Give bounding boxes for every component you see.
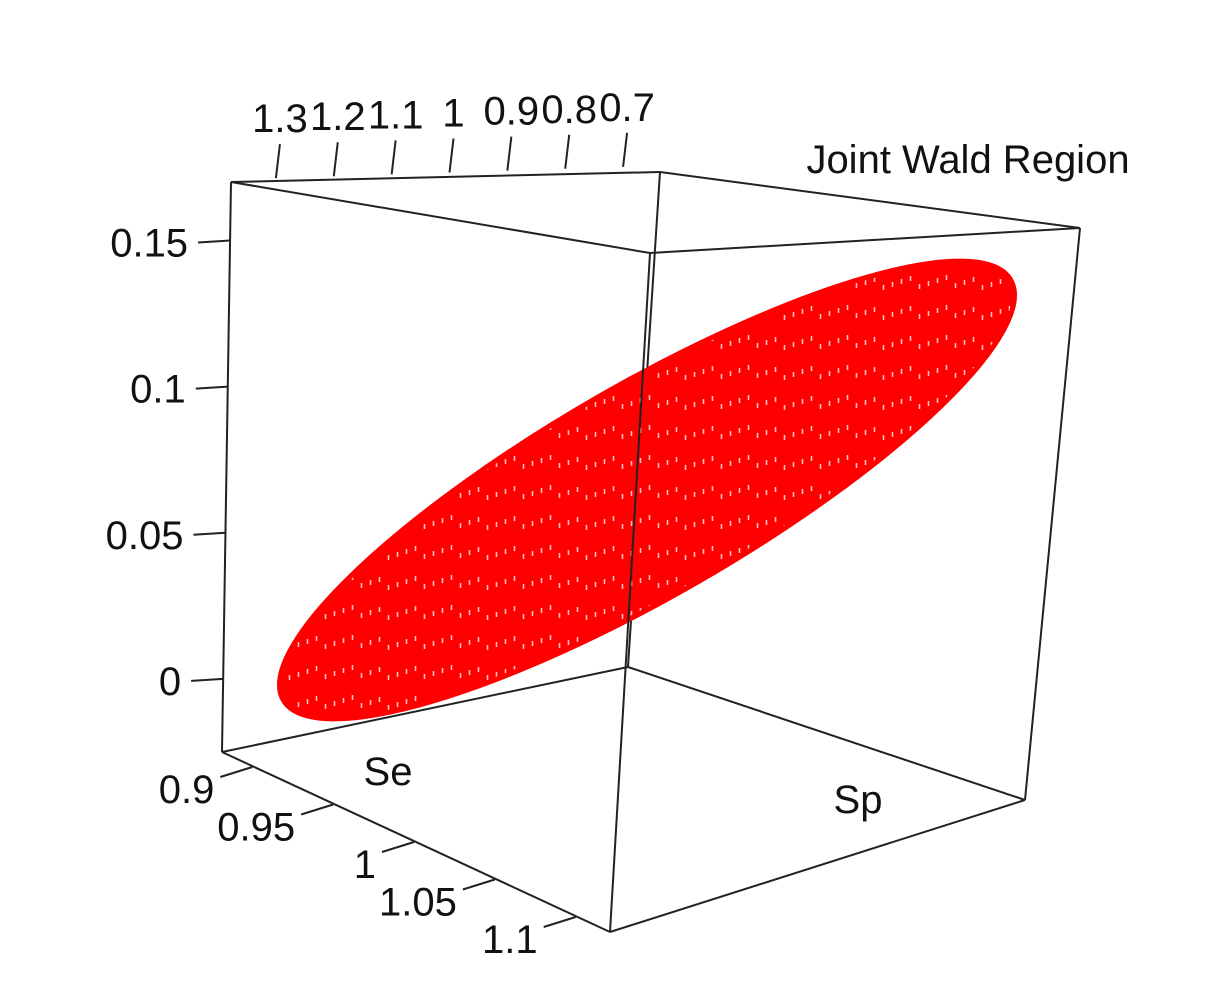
confidence-region (276, 189, 1017, 791)
z-tick-mark (195, 385, 228, 390)
box-edge (1024, 227, 1081, 801)
z-tick-label: 0.15 (110, 221, 188, 265)
box-edge (221, 751, 611, 933)
z-tick-label: 0.1 (130, 368, 186, 412)
sp-tick-mark (448, 138, 455, 173)
se-tick-label: 1.1 (482, 918, 538, 962)
z-axis: 0 0.05 0.1 0.15 (106, 221, 231, 704)
z-tick-label: 0.05 (106, 514, 184, 558)
se-tick-label: 0.95 (217, 806, 295, 850)
box-edge (609, 799, 1026, 933)
se-tick-mark (300, 803, 334, 816)
box-edge (649, 227, 1081, 254)
box-edge (627, 666, 1026, 801)
sp-tick-label: 1.3 (252, 97, 308, 141)
sp-tick-label: 1 (442, 92, 464, 136)
se-tick-label: 1 (354, 843, 376, 887)
box-edge (659, 171, 1081, 229)
chart-title: Joint Wald Region (806, 138, 1129, 182)
se-axis: 0.90.95 11.05 1.1 (159, 766, 576, 962)
sp-tick-label: 1.1 (368, 93, 424, 137)
sp-tick-mark (622, 132, 629, 168)
se-axis-label: Se (364, 750, 413, 794)
box-front-edges (221, 171, 1081, 933)
se-tick-label: 0.9 (159, 768, 215, 812)
sp-tick-mark (332, 142, 339, 177)
z-tick-label: 0 (159, 660, 181, 704)
sp-tick-mark (506, 136, 513, 171)
sp-tick-mark (390, 140, 397, 175)
sp-axis-label: Sp (834, 778, 883, 822)
se-tick-label: 1.05 (379, 881, 457, 925)
se-tick-mark (220, 766, 253, 778)
region-ellipse (279, 261, 1015, 719)
sp-tick-mark (564, 134, 571, 169)
box-edge (221, 181, 232, 753)
box-edge (609, 252, 651, 933)
sp-tick-mark (274, 143, 281, 179)
sp-tick-label: 1.2 (310, 95, 366, 139)
sp-axis: 1.3 1.2 1.1 1 0.9 0.8 0.7 (252, 86, 655, 179)
region-outline (276, 258, 1017, 722)
box-edge (221, 666, 629, 753)
sp-tick-label: 0.7 (599, 86, 655, 130)
z-tick-mark (198, 239, 231, 244)
se-tick-mark (543, 916, 576, 928)
z-tick-mark (193, 531, 226, 536)
se-tick-mark (462, 878, 496, 891)
sp-tick-label: 0.9 (484, 90, 540, 134)
se-tick-mark (381, 841, 415, 853)
box-edge (230, 171, 661, 183)
region-fill (279, 189, 1015, 791)
z-tick-mark (191, 677, 224, 682)
sp-tick-label: 0.8 (541, 88, 597, 132)
box-edge (230, 181, 651, 254)
